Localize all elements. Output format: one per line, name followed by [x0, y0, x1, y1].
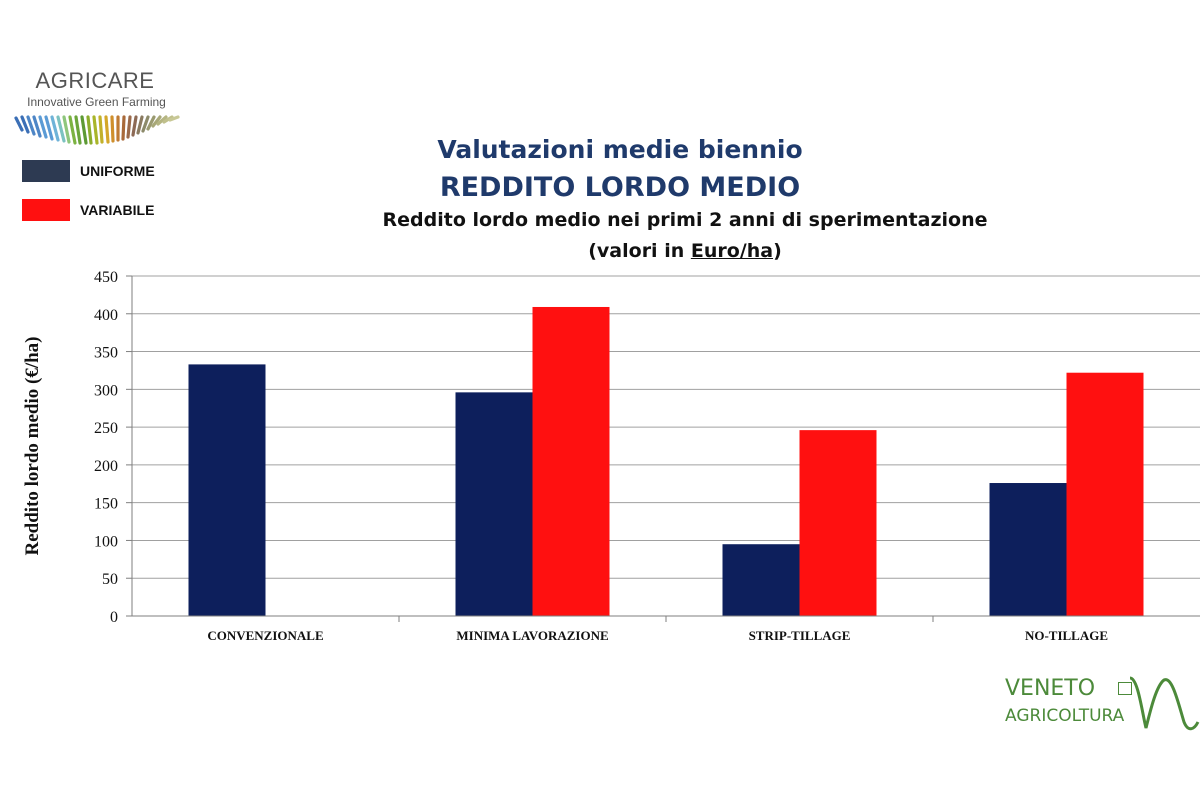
chart-subtitle-line1: Reddito lordo medio nei primi 2 anni di …: [382, 209, 988, 231]
y-tick-label-150: 150: [94, 496, 118, 513]
axes: [126, 275, 1200, 622]
bar-strip-tillage-uniforme: [722, 544, 800, 616]
agricare-logo-name: AGRICARE: [35, 68, 155, 93]
x-tick-label-no-tillage: NO-TILLAGE: [1025, 628, 1108, 643]
y-tick-label-250: 250: [94, 420, 118, 437]
y-tick-label-50: 50: [102, 571, 118, 588]
bar-convenzionale-uniforme: [188, 364, 266, 616]
bar-no-tillage-variabile: [1066, 372, 1144, 616]
agricare-logo-stripes: [14, 115, 180, 145]
legend-swatch-variabile: [22, 199, 70, 221]
subtitle-unit: Euro/ha: [690, 240, 774, 262]
tick-labels: 0 50 100 150 200 250 300 350 400 450 Reddito lordo…: [22, 269, 1108, 643]
legend-swatch-uniforme: [22, 160, 70, 182]
bar-minima-lavorazione-uniforme: [455, 392, 533, 616]
y-axis-title: Reddito lordo medio (€/ha): [22, 336, 43, 555]
legend-item-variabile: VARIABILE: [22, 199, 154, 221]
veneto-logo-line1: VENETO: [1005, 676, 1096, 701]
y-tick-label-350: 350: [94, 345, 118, 362]
bars: [188, 306, 1144, 616]
legend-item-uniforme: UNIFORME: [22, 160, 155, 182]
bar-no-tillage-uniforme: [989, 483, 1067, 616]
legend-label-variabile: VARIABILE: [80, 202, 155, 218]
subtitle-suffix: ): [773, 240, 782, 262]
x-tick-label-strip-tillage: STRIP-TILLAGE: [749, 628, 851, 643]
chart-title-line2: REDDITO LORDO MEDIO: [439, 172, 801, 203]
y-tick-label-300: 300: [94, 382, 118, 399]
x-tick-label-convenzionale: CONVENZIONALE: [207, 628, 323, 643]
legend-label-uniforme: UNIFORME: [80, 163, 155, 179]
y-tick-label-100: 100: [94, 533, 118, 550]
y-tick-label-400: 400: [94, 307, 118, 324]
veneto-logo-line2: AGRICOLTURA: [1005, 706, 1125, 726]
y-tick-label-0: 0: [110, 609, 118, 626]
subtitle-prefix: (valori in: [588, 240, 691, 262]
y-tick-label-200: 200: [94, 458, 118, 475]
bar-chart: 0 50 100 150 200 250 300 350 400 450 Reddito lordo…: [22, 269, 1200, 643]
veneto-logo-wave-icon: [1129, 676, 1200, 731]
bar-strip-tillage-variabile: [799, 430, 877, 616]
bar-minima-lavorazione-variabile: [532, 306, 610, 616]
gridlines: [132, 275, 1200, 579]
veneto-logo-square-icon: [1118, 682, 1132, 695]
x-tick-label-minima-lavorazione: MINIMA LAVORAZIONE: [456, 628, 608, 643]
chart-subtitle-line2: (valori in Euro/ha): [330, 240, 1040, 262]
chart-title-line1: Valutazioni medie biennio: [437, 135, 803, 164]
agricare-logo-tagline: Innovative Green Farming: [27, 95, 166, 109]
y-tick-label-450: 450: [94, 269, 118, 286]
